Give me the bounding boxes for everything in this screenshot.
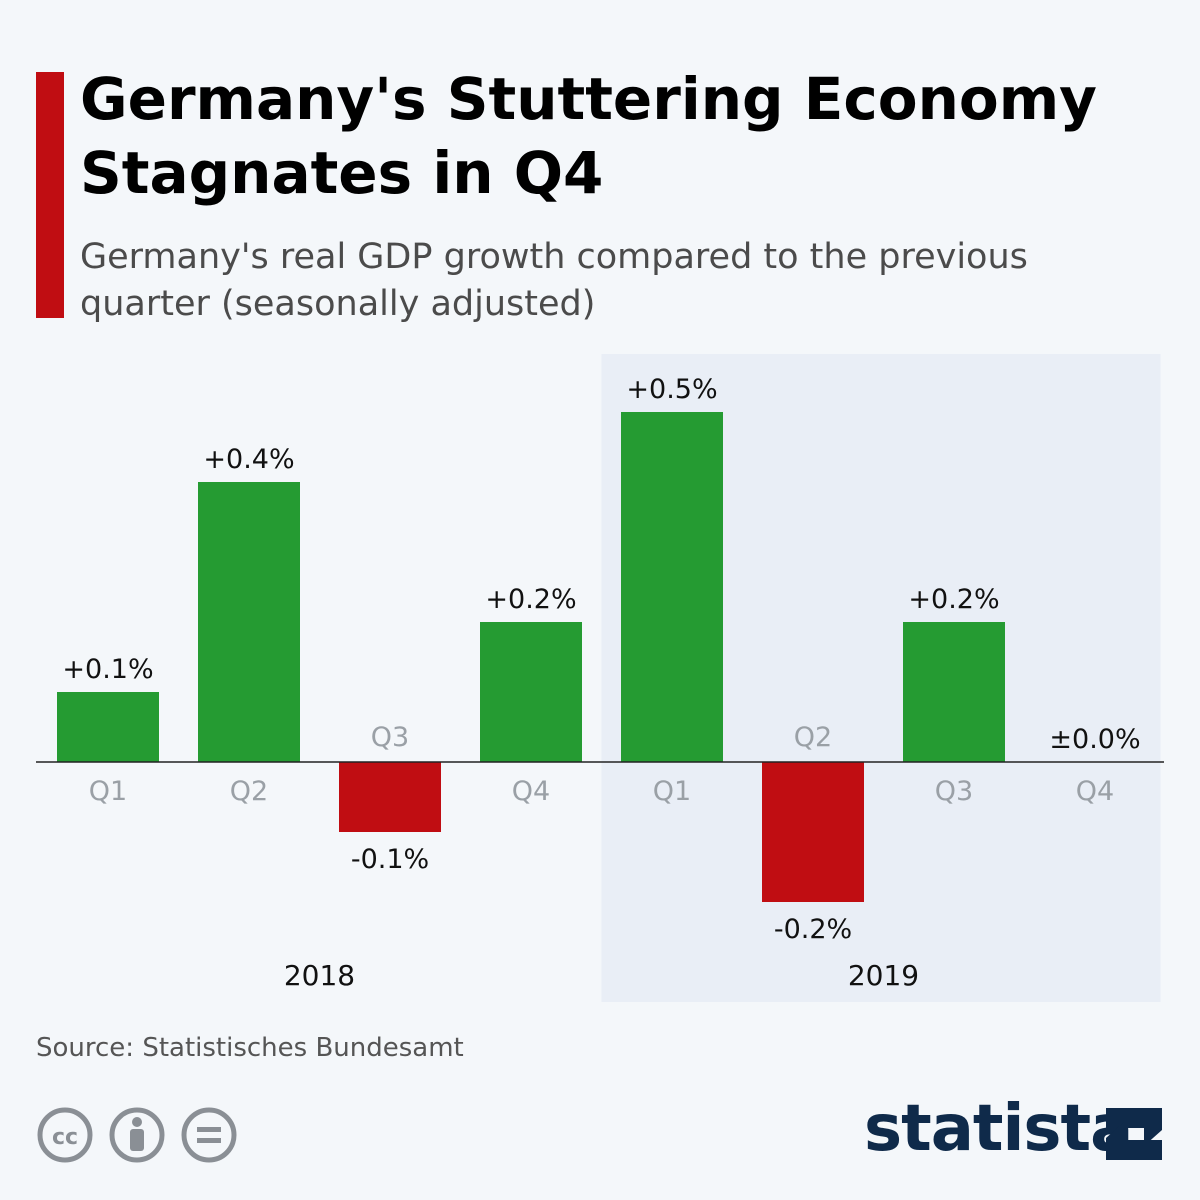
bar-4 [621,412,723,762]
data-label-5: -0.2% [774,914,852,945]
svg-text:cc: cc [52,1125,78,1150]
chart-subtitle: Germany's real GDP growth compared to th… [80,237,1028,324]
bar-2 [339,762,441,832]
no-derivatives-icon [181,1107,237,1163]
license-icons: cc [37,1107,237,1163]
group-label-2018: 2018 [284,959,355,992]
data-label-2: -0.1% [351,844,429,875]
attribution-icon [109,1107,165,1163]
data-label-7: ±0.0% [1049,724,1140,755]
chart-title: Germany's Stuttering Economy Stagnates i… [80,65,1097,207]
bar-0 [57,692,159,762]
bar-1 [198,482,300,762]
statista-wordmark: statista [864,1092,1133,1166]
tick-label-4: Q1 [653,776,691,807]
tick-label-2: Q3 [371,722,409,753]
title-accent-bar [36,72,64,318]
bar-6 [903,622,1005,762]
tick-label-1: Q2 [230,776,268,807]
source-note: Source: Statistisches Bundesamt [36,1033,464,1063]
tick-label-7: Q4 [1076,776,1114,807]
data-label-1: +0.4% [203,444,294,475]
bar-3 [480,622,582,762]
bar-5 [762,762,864,902]
creative-commons-icon: cc [37,1107,93,1163]
data-label-3: +0.2% [485,584,576,615]
data-label-6: +0.2% [908,584,999,615]
statista-logo-icon [1106,1108,1162,1160]
tick-label-6: Q3 [935,776,973,807]
group-label-2019: 2019 [848,959,919,992]
tick-label-5: Q2 [794,722,832,753]
tick-label-3: Q4 [512,776,550,807]
data-label-0: +0.1% [62,654,153,685]
data-label-4: +0.5% [626,374,717,405]
tick-label-0: Q1 [89,776,127,807]
